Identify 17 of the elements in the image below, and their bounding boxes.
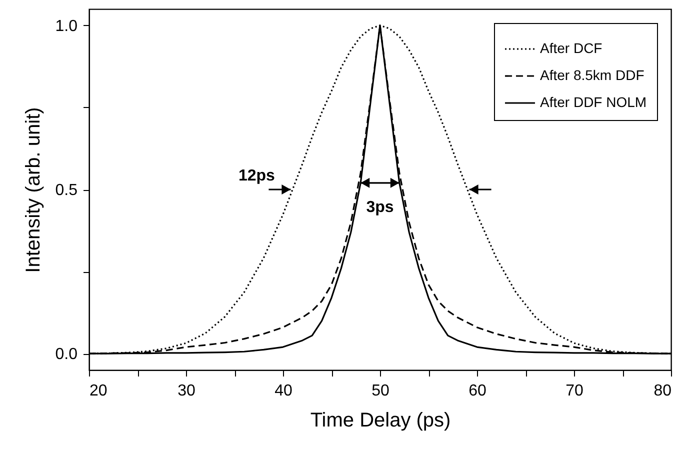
legend-label: After 8.5km DDF: [540, 67, 644, 83]
x-axis-title: Time Delay (ps): [310, 410, 451, 432]
y-tick-label: 1.0: [55, 18, 78, 35]
y-tick-label: 0.5: [55, 182, 78, 199]
x-tick-label: 70: [566, 382, 584, 400]
y-axis-title: Intensity (arb. unit): [22, 107, 44, 273]
annotation: 3ps: [366, 198, 394, 216]
annotation: 12ps: [238, 168, 276, 184]
x-tick-label: 50: [372, 382, 390, 400]
x-tick-label: 30: [178, 382, 196, 400]
x-tick-label: 20: [90, 382, 108, 400]
x-tick-label: 60: [468, 382, 486, 400]
legend-label: After DCF: [540, 40, 602, 56]
x-tick-label: 40: [274, 382, 292, 400]
x-tick-label: 80: [654, 382, 672, 400]
legend-label: After DDF NOLM: [540, 94, 647, 110]
y-tick-label: 0.0: [55, 346, 78, 364]
